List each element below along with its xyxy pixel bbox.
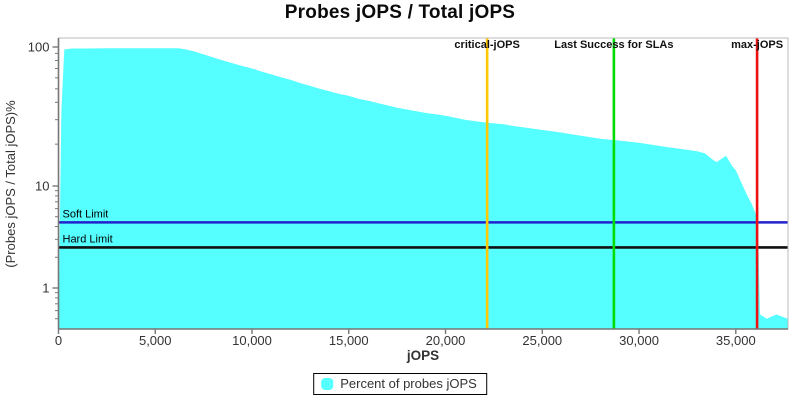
hard-limit-label: Hard Limit: [63, 233, 113, 245]
x-tick-label: 20,000: [426, 333, 466, 348]
x-tick-label: 10,000: [232, 333, 272, 348]
legend-swatch-icon: [321, 377, 334, 390]
chart-title: Probes jOPS / Total jOPS: [284, 2, 516, 23]
y-tick-label: 10: [35, 179, 49, 194]
legend: Percent of probes jOPS: [313, 373, 487, 395]
y-tick-label: 100: [28, 40, 50, 55]
last-success-for-slas-label: Last Success for SLAs: [554, 39, 673, 51]
max-jops-label: max-jOPS: [731, 39, 783, 51]
area-series-group: [58, 48, 788, 329]
critical-jops-label: critical-jOPS: [454, 39, 519, 51]
x-tick-label: 15,000: [329, 333, 369, 348]
percent-of-probes-jops-area: [58, 48, 788, 329]
x-tick-label: 5,000: [139, 333, 172, 348]
soft-limit-label: Soft Limit: [63, 208, 109, 220]
y-axis-label: (Probes jOPS / Total jOPS)%: [3, 100, 18, 268]
x-tick-label: 35,000: [716, 333, 756, 348]
legend-label: Percent of probes jOPS: [340, 376, 477, 391]
y-tick-label: 1: [42, 281, 49, 296]
marker-lines-group: critical-jOPS Last Success for SLAs max-jO…: [454, 38, 783, 329]
x-tick-label: 0: [55, 333, 62, 348]
limit-lines-group: Soft Limit Hard Limit: [58, 208, 788, 249]
x-tick-label: 25,000: [522, 333, 562, 348]
x-axis-label: jOPS: [406, 348, 439, 363]
x-tick-label: 30,000: [619, 333, 659, 348]
